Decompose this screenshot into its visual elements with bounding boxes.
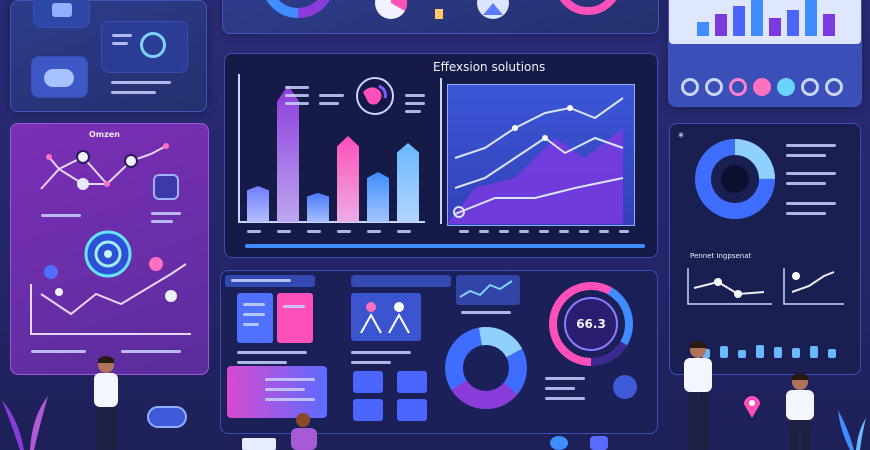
main-bar — [397, 143, 419, 222]
main-bar-chart — [243, 78, 423, 222]
bar-chart-axes — [238, 74, 425, 223]
lock-icon — [613, 375, 637, 399]
top-right-panel — [668, 0, 862, 107]
top-right-bar — [697, 22, 709, 36]
right-panel-subtitle: Pennet Ingpsenat — [690, 252, 752, 260]
top-bar-icon — [435, 9, 443, 19]
circle-icon-1 — [681, 78, 699, 96]
circle-icon-6 — [801, 78, 819, 96]
circle-icon-5 — [777, 78, 795, 96]
gauge-value: 66.3 — [576, 317, 606, 331]
line-chart-axes — [440, 78, 624, 224]
left-network-panel: Omzen — [10, 123, 209, 375]
top-right-bar — [733, 6, 745, 36]
top-right-bar — [769, 18, 781, 36]
right-bar — [702, 349, 710, 358]
top-pie-icon — [375, 0, 408, 19]
scroll-track[interactable] — [245, 244, 645, 248]
right-bar — [756, 345, 764, 358]
mini-card — [33, 0, 90, 28]
mini-chart-card — [456, 275, 520, 305]
mini-tile-c — [353, 399, 383, 421]
circle-icon-3 — [729, 78, 747, 96]
tile-2 — [277, 293, 313, 343]
right-bar — [810, 346, 818, 358]
right-bar — [828, 349, 836, 358]
mini-card-2 — [101, 21, 188, 73]
top-pie-icon-2 — [477, 0, 509, 19]
bar-axis-labels — [247, 230, 427, 236]
right-line-chart — [687, 268, 844, 305]
network-graph — [40, 143, 169, 190]
bottom-gear-icon — [550, 436, 568, 450]
main-bar — [337, 136, 359, 222]
top-donut-1 — [266, 0, 330, 18]
mini-tile-b — [397, 371, 427, 393]
circle-icon-4 — [753, 78, 771, 96]
main-bar — [367, 172, 389, 222]
circle-icon-2 — [705, 78, 723, 96]
bottom-donut — [445, 327, 527, 409]
target-icon — [140, 32, 166, 58]
bottom-left-header — [225, 275, 315, 287]
globe-icon — [356, 77, 394, 115]
icon-row — [677, 78, 853, 100]
main-bar — [307, 193, 329, 222]
target-graph — [30, 230, 191, 335]
person-center — [291, 413, 317, 450]
gradient-card — [227, 366, 327, 418]
top-right-chart-area — [669, 0, 861, 44]
right-analytics-panel: * Pennet Ingpsenat — [669, 123, 861, 375]
plant-left — [2, 396, 48, 450]
tile-1 — [237, 293, 273, 343]
right-bar-row — [702, 336, 852, 358]
top-right-bar — [751, 0, 763, 36]
shield-icon — [153, 174, 179, 200]
bottom-deco-icon — [590, 436, 608, 450]
top-center-strip — [222, 0, 659, 34]
asterisk-icon: * — [678, 130, 684, 144]
mini-tile-d — [397, 399, 427, 421]
right-bar — [792, 348, 800, 358]
top-right-bar — [805, 0, 817, 36]
left-top-panel — [10, 0, 207, 112]
left-panel-title: Omzen — [89, 130, 120, 139]
cloud-badge — [147, 406, 187, 428]
laptop — [242, 438, 276, 450]
right-donut — [695, 139, 775, 219]
plant-right — [838, 410, 866, 450]
right-bar — [774, 347, 782, 358]
top-right-bar — [715, 14, 727, 36]
main-dashboard-panel: Effexsion solutions — [224, 53, 658, 258]
cloud-icon-2 — [44, 69, 74, 87]
mini-card-3 — [31, 56, 88, 98]
image-icon — [52, 3, 72, 17]
right-bar — [738, 350, 746, 358]
main-bar — [247, 186, 269, 222]
top-right-bars — [697, 0, 847, 36]
gauge-chart — [549, 282, 633, 366]
top-right-bar — [823, 14, 835, 36]
person-right-1 — [684, 341, 712, 450]
top-donut-2 — [559, 0, 617, 15]
main-panel-title: Effexsion solutions — [433, 60, 546, 74]
person-left — [94, 356, 118, 450]
bottom-center-panel: 66.3 — [220, 270, 658, 434]
mini-tile-a — [353, 371, 383, 393]
person-right-2 — [786, 373, 814, 450]
people-card-body — [351, 293, 421, 341]
top-right-bar — [787, 10, 799, 36]
people-card — [351, 275, 451, 287]
map-pin-icon — [744, 396, 760, 418]
circle-icon-7 — [825, 78, 843, 96]
line-axis-labels — [459, 230, 649, 236]
right-bar — [720, 346, 728, 358]
main-bar — [277, 85, 299, 222]
